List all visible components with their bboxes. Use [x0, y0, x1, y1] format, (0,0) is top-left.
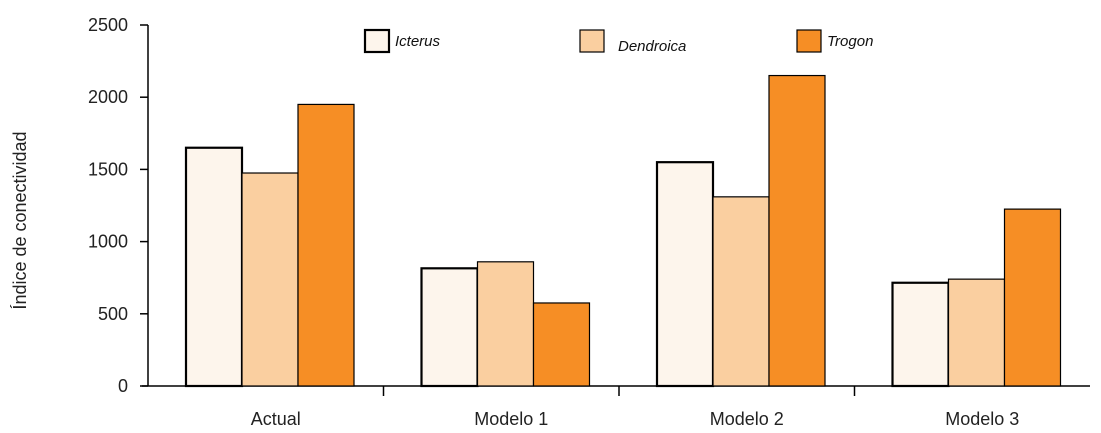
x-tick-label: Modelo 1: [474, 409, 548, 429]
y-axis-title: Índice de conectividad: [10, 131, 30, 309]
y-tick-label: 0: [118, 376, 128, 396]
bar-trogon-modelo-3: [1003, 208, 1062, 387]
y-tick-label: 500: [98, 304, 128, 324]
bar-icterus-actual: [184, 146, 244, 388]
x-tick-label: Modelo 3: [945, 409, 1019, 429]
bar-dendroica-modelo-1: [476, 261, 535, 387]
x-tick-label: Modelo 2: [710, 409, 784, 429]
y-tick-label: 2500: [88, 15, 128, 35]
legend-swatch-trogon: [796, 29, 822, 53]
y-tick-label: 2000: [88, 87, 128, 107]
bar-trogon-modelo-2: [768, 74, 826, 387]
legend-label-trogon: Trogon: [827, 33, 873, 50]
legend-label-icterus: Icterus: [395, 33, 441, 50]
y-ticks: 0 500 1000 1500 2000 2500: [88, 15, 148, 396]
bar-dendroica-modelo-2: [712, 196, 770, 387]
bar-icterus-modelo-2: [655, 161, 715, 388]
bar-icterus-modelo-1: [420, 267, 479, 388]
bar-trogon-actual: [297, 103, 355, 387]
bars: [184, 74, 1062, 388]
y-tick-label: 1500: [88, 159, 128, 179]
legend: Icterus Dendroica Trogon: [363, 28, 873, 55]
legend-swatch-icterus: [363, 28, 391, 54]
x-tick-label: Actual: [251, 409, 301, 429]
legend-label-dendroica: Dendroica: [618, 38, 686, 55]
x-ticks: Actual Modelo 1 Modelo 2 Modelo 3: [251, 386, 1019, 429]
bar-dendroica-modelo-3: [947, 278, 1006, 387]
legend-swatch-dendroica: [579, 29, 605, 53]
y-tick-label: 1000: [88, 232, 128, 252]
bar-icterus-modelo-3: [891, 281, 950, 388]
bar-dendroica-actual: [241, 172, 299, 387]
bar-trogon-modelo-1: [532, 302, 591, 387]
